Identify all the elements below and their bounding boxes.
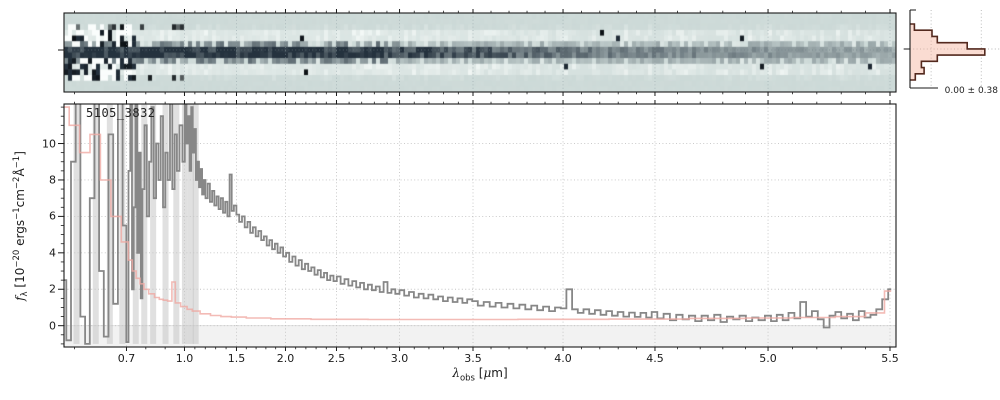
y-axis-label: fλ [10−20 ergs−1cm−2Å−1]: [11, 151, 31, 301]
x-tick-label: 4.0: [554, 352, 572, 365]
spectrum-2d-frame: [63, 12, 897, 93]
x-tick-label: 5.5: [881, 352, 899, 365]
x-tick-label: 3.0: [390, 352, 409, 365]
y-tick-label: 6: [49, 209, 56, 223]
y-tick-label: 10: [42, 137, 56, 151]
below-zero-shade: [64, 325, 896, 347]
x-tick-label: 1.5: [227, 352, 246, 365]
x-tick-label: 4.5: [646, 352, 664, 365]
flagged-pixel-bar: [92, 104, 99, 344]
y-tick-label: 2: [49, 282, 56, 296]
spectrum-2d-image: [64, 13, 896, 92]
x-tick-label: 0.7: [117, 352, 136, 365]
y-tick-label: 4: [49, 246, 56, 260]
x-tick-label: 5.0: [759, 352, 777, 365]
x-tick-label: 1.0: [175, 352, 194, 365]
noise-histogram: [910, 23, 986, 81]
y-tick-label: 8: [49, 173, 56, 187]
flagged-pixel-bar: [132, 104, 139, 344]
y-tick-label: 0: [49, 319, 56, 333]
flagged-pixel-bar: [173, 104, 180, 344]
flagged-pixel-bar: [106, 104, 113, 344]
flagged-pixel-bar: [162, 104, 169, 344]
flagged-pixel-bar: [141, 104, 148, 344]
main-plot-panel: [58, 100, 897, 351]
x-axis-label: λobs [μm]: [452, 366, 508, 384]
spectrum-2d-panel: [58, 9, 897, 96]
flagged-pixel-bar: [181, 104, 188, 344]
flagged-pixel-bar: [150, 104, 157, 344]
flagged-pixel-bar: [192, 104, 199, 344]
error-series: [64, 106, 892, 321]
x-tick-label: 2.0: [276, 352, 295, 365]
object-id-annotation: 5105_3832: [86, 106, 156, 120]
x-tick-label: 2.5: [327, 352, 346, 365]
hist-stats-label: 0.00 ± 0.38: [944, 86, 998, 96]
flagged-pixel-bar: [187, 104, 194, 344]
histogram-panel: [903, 9, 1000, 89]
flagged-pixel-bar: [73, 104, 80, 344]
x-tick-label: 3.5: [464, 352, 482, 365]
